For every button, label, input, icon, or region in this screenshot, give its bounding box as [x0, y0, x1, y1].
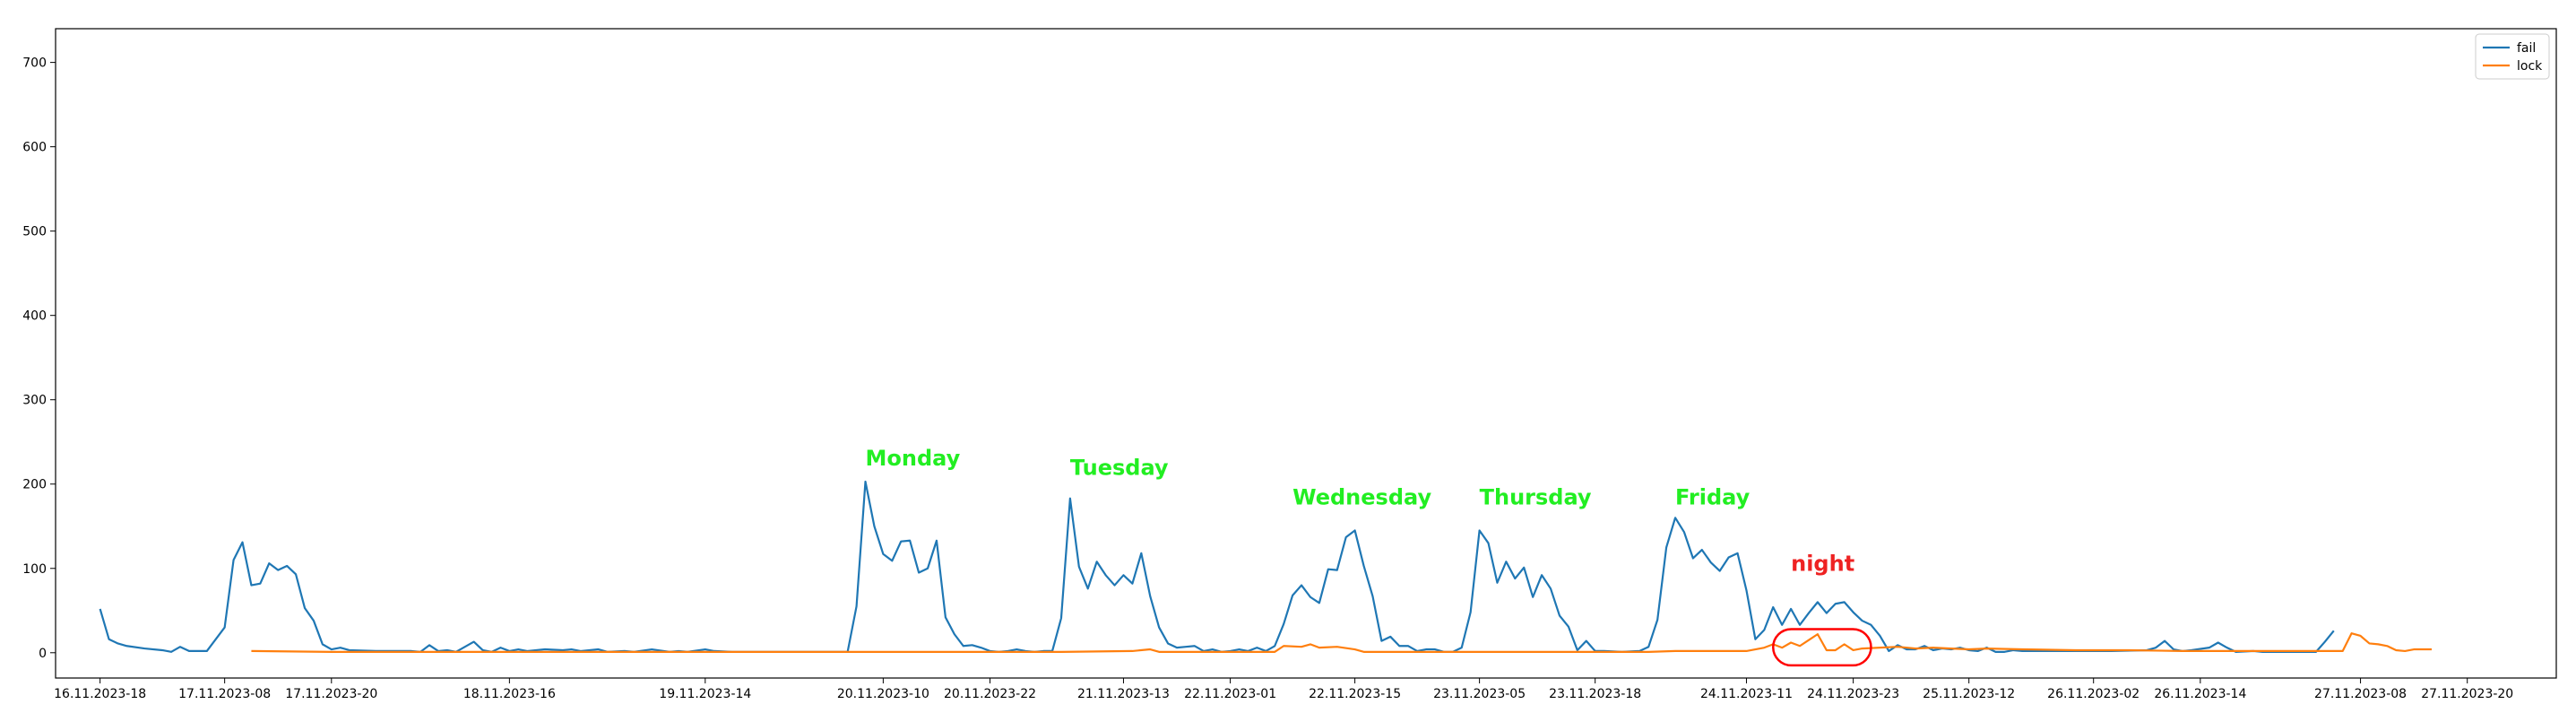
x-tick-label: 22.11.2023-01 [1184, 687, 1276, 701]
legend[interactable]: fail lock [2475, 33, 2550, 80]
night-highlight-ellipse [1772, 628, 1872, 667]
y-tick-label: 200 [22, 478, 47, 492]
x-tick-label: 18.11.2023-16 [463, 687, 556, 701]
legend-label-fail: fail [2517, 41, 2536, 56]
axes: 0 100 200 300 400 500 600 700 16.11.2023-18 17.11… [22, 28, 2557, 701]
annotation-friday: Friday [1675, 484, 1750, 509]
x-tick-label: 17.11.2023-20 [285, 687, 377, 701]
x-tick-label: 17.11.2023-08 [178, 687, 271, 701]
annotation-wednesday: Wednesday [1292, 484, 1431, 509]
legend-box [2475, 33, 2550, 80]
x-tick-label: 27.11.2023-08 [2314, 687, 2407, 701]
x-tick-label: 25.11.2023-12 [1923, 687, 2015, 701]
series-line-lock [251, 632, 2432, 653]
x-tick-label: 26.11.2023-14 [2154, 687, 2246, 701]
y-tick-label: 300 [22, 394, 47, 408]
y-tick-label: 0 [39, 647, 47, 661]
annotation-night: night [1791, 552, 1854, 577]
annotation-monday: Monday [866, 446, 961, 471]
x-tick-label: 20.11.2023-22 [944, 687, 1036, 701]
y-tick-label: 400 [22, 309, 47, 324]
series-line-fail [99, 480, 2335, 653]
x-tick-label: 27.11.2023-20 [2421, 687, 2513, 701]
legend-label-lock: lock [2517, 59, 2543, 74]
x-tick-label: 22.11.2023-15 [1309, 687, 1401, 701]
series-layer [99, 480, 2432, 653]
x-tick-label: 21.11.2023-13 [1077, 687, 1170, 701]
y-tick-label: 600 [22, 141, 47, 155]
y-tick-label: 700 [22, 57, 47, 71]
annotation-thursday: Thursday [1480, 484, 1592, 509]
x-tick-label: 26.11.2023-02 [2047, 687, 2139, 701]
annotations: Monday Tuesday Wednesday Thursday Friday nigh… [866, 446, 1872, 667]
annotation-tuesday: Tuesday [1070, 455, 1169, 480]
x-tick-label: 16.11.2023-18 [54, 687, 146, 701]
x-tick-label: 23.11.2023-05 [1433, 687, 1526, 701]
y-tick-label: 500 [22, 225, 47, 239]
axes-frame [55, 28, 2557, 679]
x-tick-label: 20.11.2023-10 [837, 687, 929, 701]
x-tick-label: 19.11.2023-14 [659, 687, 751, 701]
y-tick-label: 100 [22, 562, 47, 577]
x-tick-label: 24.11.2023-23 [1807, 687, 1899, 701]
x-tick-label: 24.11.2023-11 [1700, 687, 1793, 701]
x-tick-label: 23.11.2023-18 [1549, 687, 1641, 701]
